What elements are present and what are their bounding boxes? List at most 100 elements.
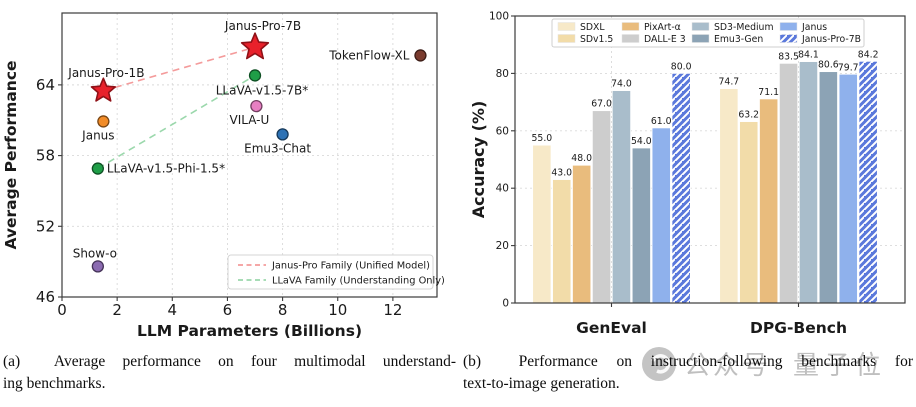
x-tick-label: 10 [328, 301, 347, 319]
bar-DALL-E 3 [592, 110, 612, 304]
bar-value-label: 48.0 [571, 153, 592, 164]
bar-chart: 55.0 74.7 43.0 63.2 48.0 71.1 67.0 83.5 74.0 84.1… [469, 11, 906, 337]
point-label: Janus-Pro-1B [67, 66, 144, 80]
watermark-name: 量子位 [793, 351, 887, 381]
caption-b-line1: (b) Performance on instruction-following… [463, 353, 913, 370]
scatter-point [414, 49, 427, 62]
y-axis-title: Accuracy (%) [469, 101, 488, 219]
plot-frame [514, 15, 906, 304]
legend-label: SDXL [580, 22, 605, 33]
point-label: Emu3-Chat [244, 141, 311, 155]
legend-swatch [691, 34, 710, 43]
x-category-label: DPG-Bench [750, 319, 847, 337]
legend-label: DALL-E 3 [644, 34, 686, 45]
bar-SDv1.5 [739, 121, 759, 304]
legend-label: Janus [801, 22, 827, 33]
x-tick-label: 6 [223, 301, 233, 319]
bar-value-label: 67.0 [591, 99, 612, 110]
x-tick-label: 8 [278, 301, 288, 319]
bar-value-label: 74.7 [718, 77, 739, 88]
x-tick-label: 12 [383, 301, 402, 319]
bar-SD3-Medium [611, 90, 631, 304]
scatter-point [276, 128, 289, 141]
legend-swatch-hatch [780, 34, 797, 43]
bar-value-label: 83.5 [778, 51, 799, 62]
legend-swatch [691, 22, 710, 31]
x-axis-title: LLM Parameters (Billions) [137, 322, 362, 340]
point-label: LLaVA-v1.5-7B* [216, 83, 309, 97]
bar-value-label: 84.1 [798, 50, 819, 61]
bar-hatch-overlay [859, 61, 878, 303]
caption-b: (b) Performance on instruction-following… [463, 351, 913, 394]
bar-value-label: 43.0 [551, 168, 572, 179]
bar-value-label: 80.6 [818, 60, 839, 71]
legend-label: Emu3-Gen [714, 34, 763, 45]
y-tick-label: 40 [496, 183, 509, 195]
bar-value-label: 79.7 [838, 62, 859, 73]
bar-PixArt-α [572, 164, 592, 304]
y-tick-label: 52 [36, 217, 55, 235]
bar-hatch-overlay [672, 73, 691, 304]
bar-value-label: 63.2 [738, 110, 759, 121]
y-tick-label: 20 [496, 240, 509, 252]
legend-swatch [779, 22, 798, 31]
bar-SDXL [532, 144, 552, 304]
family-trend-line [97, 74, 256, 170]
bar-value-label: 74.0 [611, 79, 632, 90]
y-tick-label: 0 [502, 298, 509, 310]
legend-label: Janus-Pro Family (Unified Model) [271, 261, 430, 272]
legend-label: PixArt-α [644, 22, 681, 33]
bar-SD3-Medium [798, 61, 818, 304]
watermark-prefix: 公众号 [684, 351, 772, 381]
legend-swatch [557, 22, 576, 31]
y-tick-label: 80 [496, 68, 509, 80]
plot-frame [61, 12, 438, 298]
scatter-point [97, 115, 110, 128]
bar-PixArt-α [759, 98, 779, 304]
bar-Emu3-Gen [818, 71, 838, 304]
point-label: Janus-Pro-7B [224, 19, 301, 33]
caption-b-line2: text-to-image generation. [463, 374, 620, 392]
x-tick-label: 2 [112, 301, 122, 319]
point-label: TokenFlow-XL [328, 48, 409, 62]
y-tick-label: 46 [36, 288, 55, 306]
family-trend-line [103, 46, 256, 92]
legend-box [227, 254, 434, 290]
watermark: 公众号 量子位 [641, 345, 886, 382]
bar-value-label: 80.0 [671, 61, 692, 72]
scatter-point [91, 162, 104, 175]
caption-a-line1: (a) Average performance on four multimod… [3, 353, 456, 370]
scatter-point-star [90, 77, 117, 102]
bar-DALL-E 3 [779, 63, 799, 304]
bar-SDXL [719, 88, 739, 304]
y-tick-label: 60 [496, 125, 509, 137]
watermark-logo-icon [642, 346, 676, 381]
scatter-point [250, 99, 263, 113]
bar-value-label: 54.0 [631, 136, 652, 147]
scatter-point-star [240, 32, 270, 60]
point-label: Janus [81, 128, 114, 142]
legend-label: SD3-Medium [714, 22, 774, 33]
caption-a: (a) Average performance on four multimod… [3, 351, 456, 394]
legend-label: SDv1.5 [580, 34, 613, 45]
caption-a-line2: ing benchmarks. [3, 374, 106, 392]
x-tick-label: 4 [168, 301, 178, 319]
bar-value-label: 55.0 [531, 133, 552, 144]
legend-label: Janus-Pro-7B [801, 34, 861, 45]
x-category-label: GenEval [576, 319, 647, 337]
bar-Janus [651, 127, 671, 304]
scatter-point [91, 260, 104, 273]
legend-swatch [557, 34, 576, 43]
legend-swatch [621, 22, 640, 31]
bar-value-label: 61.0 [651, 116, 672, 127]
point-label: LLaVA-v1.5-Phi-1.5* [107, 162, 225, 176]
y-tick-label: 100 [489, 11, 509, 23]
scatter-point [248, 69, 262, 82]
legend-label: LLaVA Family (Understanding Only) [272, 276, 445, 287]
bar-Emu3-Gen [631, 147, 651, 304]
legend-swatch [621, 34, 640, 43]
bar-SDv1.5 [552, 179, 572, 304]
x-tick-label: 0 [57, 301, 67, 319]
